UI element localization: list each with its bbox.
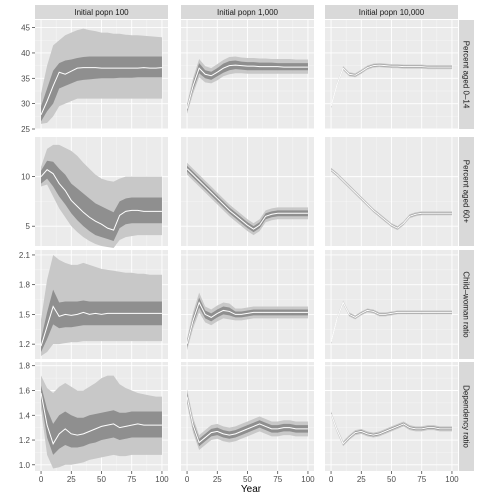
panel [35,250,168,359]
x-axes: 0 25 50 75 100 0 25 50 75 100 0 25 50 75 100 [39,471,459,484]
row-strip: Percent aged 60+ [459,137,474,246]
inner-band [41,160,162,242]
median-line [40,169,162,231]
row-strip-label: Percent aged 60+ [462,160,471,224]
x-tick-label: 100 [445,475,459,484]
y-tick-label: 1.8 [19,362,31,371]
median-line [186,168,308,230]
inner-band [41,289,162,353]
panel [181,137,314,246]
row-strip: Percent aged 0–14 [459,20,474,129]
median-line [40,392,162,445]
y-tick-label: 1.6 [19,386,31,395]
row-strip-bg [459,137,474,246]
x-tick-label: 100 [155,475,169,484]
y-tick-label: 1.0 [19,461,31,470]
x-tick-label: 0 [329,475,334,484]
x-tick-label: 0 [185,475,190,484]
x-tick-label: 50 [243,475,252,484]
row-strip-bg [459,362,474,471]
x-tick-label: 75 [273,475,282,484]
x-tick-label: 25 [213,475,222,484]
column-strip-bg [181,5,314,19]
outer-band [187,162,308,236]
inner-band [187,165,308,233]
median-line [330,64,452,107]
x-tick-label: 0 [39,475,44,484]
column-strip-label: Initial popn 100 [74,8,129,17]
panel [325,250,458,359]
row-strip-label: Dependency ratio [462,385,471,448]
panel [181,20,314,130]
median-line [330,169,452,229]
inner-band [187,297,308,348]
panel [35,362,168,471]
row-strip-bg [459,250,474,359]
median-line [186,64,308,109]
outer-band [187,292,308,351]
x-tick-label: 100 [301,475,315,484]
panel [325,137,458,246]
y-tick-label: 40 [21,49,30,58]
column-strip: Initial popn 10,000 [325,5,458,19]
inner-band [41,385,162,455]
row-strips: Percent aged 0–14 Percent aged 60+ Child–w… [459,20,474,471]
column-strips: Initial popn 100 Initial popn 1,000 Initia… [35,5,458,19]
column-strip-label: Initial popn 10,000 [359,8,425,17]
x-tick-label: 25 [67,475,76,484]
median-line [330,413,452,445]
median-line [186,396,308,444]
column-strip-bg [325,5,458,19]
x-axis-title: Year [241,484,262,495]
column-strip-bg [35,5,168,19]
column-strip-label: Initial popn 1,000 [217,8,278,17]
y-tick-label: 35 [21,74,30,83]
y-tick-label: 30 [21,100,30,109]
panel [181,250,314,359]
median-line [40,305,162,347]
y-tick-label: 10 [21,173,30,182]
panel [181,362,314,471]
panels [35,20,458,471]
y-tick-label: 25 [21,125,30,134]
row-strip-label: Child–woman ratio [462,271,471,338]
y-tick-label: 5 [26,222,31,231]
panel [35,137,168,248]
y-tick-label: 1.8 [19,281,31,290]
y-tick-label: 1.4 [19,411,31,420]
y-tick-label: 45 [21,24,30,33]
median-line [40,67,162,116]
column-strip: Initial popn 1,000 [181,5,314,19]
row-strip-bg [459,20,474,129]
panel [35,20,168,130]
y-axes: 25 30 35 40 45 5 10 1.2 1.5 1.8 2.1 1.0 1.2 1.4 1.6 1.8 [19,24,35,470]
outer-band [331,167,452,231]
x-tick-label: 50 [387,475,396,484]
x-tick-label: 25 [357,475,366,484]
row-strip-label: Percent aged 0–14 [462,41,471,109]
column-strip: Initial popn 100 [35,5,168,19]
inner-band [331,168,452,230]
inner-band [187,60,308,112]
inner-band [187,392,308,447]
inner-band [41,56,162,122]
median-line [186,301,308,345]
y-tick-label: 2.1 [19,251,31,260]
y-tick-label: 1.2 [19,340,31,349]
x-tick-label: 75 [417,475,426,484]
y-tick-label: 1.2 [19,436,31,445]
panel [325,362,458,471]
panel [325,20,458,130]
x-tick-label: 75 [127,475,136,484]
row-strip: Child–woman ratio [459,250,474,359]
median-line [330,301,452,343]
x-tick-label: 50 [97,475,106,484]
row-strip: Dependency ratio [459,362,474,471]
y-tick-label: 1.5 [19,310,31,319]
